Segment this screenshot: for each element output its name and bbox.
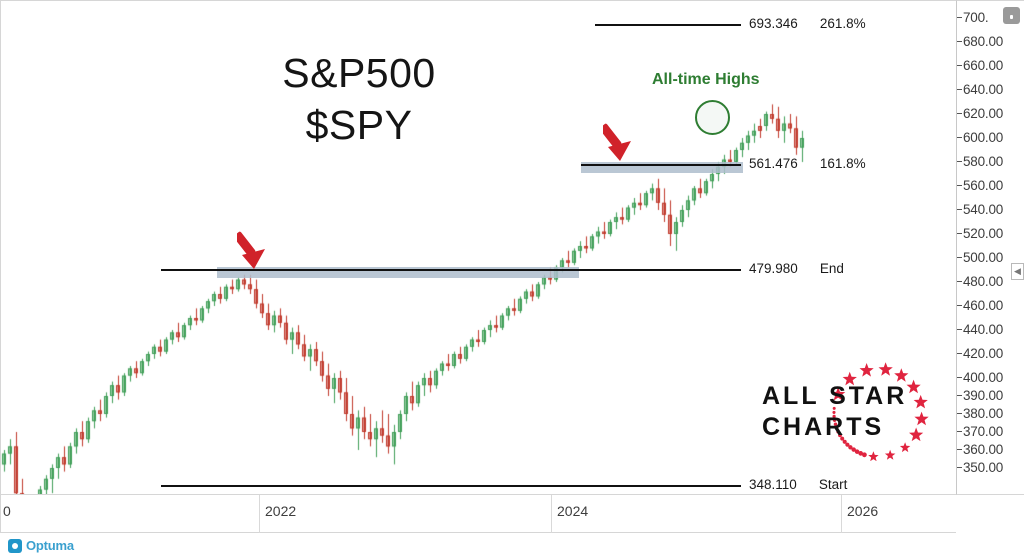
chart-plot-area[interactable]: 693.346 261.8% 561.476 161.8% 479.980 End 348.… [0, 0, 956, 495]
price-tick: 520.00 [957, 227, 1003, 241]
price-level-label: 479.980 End [749, 261, 844, 276]
optuma-watermark: Optuma [8, 538, 74, 553]
optuma-logo-icon [8, 538, 22, 553]
all-time-highs-label: All-time Highs [652, 71, 760, 88]
price-level-label: 561.476 161.8% [749, 156, 866, 171]
price-tick: 620.00 [957, 107, 1003, 121]
time-axis[interactable]: 0 2022 2024 2026 [0, 495, 956, 533]
time-axis-divider [841, 495, 842, 533]
logo-line-1: ALL STAR [762, 382, 908, 410]
price-tick: 360.00 [957, 443, 1003, 457]
price-tick: 580.00 [957, 155, 1003, 169]
logo-line-2: CHARTS [762, 413, 885, 441]
price-tick: 400.00 [957, 371, 1003, 385]
resize-handle-icon[interactable]: ◀ [1011, 263, 1024, 280]
price-level-tag: 161.8% [819, 156, 866, 171]
price-level-band [217, 267, 579, 278]
price-tick: 480.00 [957, 275, 1003, 289]
price-level-line[interactable] [161, 485, 741, 487]
lock-icon[interactable] [1003, 7, 1020, 24]
logo-text: ALL STAR CHARTS [762, 381, 907, 443]
price-level-label: 693.346 261.8% [749, 16, 866, 31]
price-tick: 560.00 [957, 179, 1003, 193]
arrow-2024-breakout [603, 123, 631, 161]
price-levels-layer: 693.346 261.8% 561.476 161.8% 479.980 End 348.… [1, 1, 956, 494]
price-tick: 440.00 [957, 323, 1003, 337]
price-level-value: 348.110 [749, 477, 797, 492]
price-tick: 370.00 [957, 425, 1003, 439]
price-tick: 660.00 [957, 59, 1003, 73]
page-title: S&P500 $SPY [249, 47, 469, 151]
all-star-charts-logo: ALL STAR CHARTS [756, 361, 941, 462]
price-tick: 700. [957, 11, 989, 25]
price-level-tag: End [819, 261, 844, 276]
price-level-tag: Start [818, 477, 848, 492]
all-time-high-circle [695, 100, 730, 135]
price-tick: 680.00 [957, 35, 1003, 49]
price-level-band [581, 162, 743, 173]
price-tick: 420.00 [957, 347, 1003, 361]
time-tick-label: 2024 [557, 503, 589, 519]
price-level-line[interactable] [595, 24, 741, 26]
price-level-value: 693.346 [749, 16, 798, 31]
time-tick-label: 0 [3, 503, 11, 519]
price-level-value: 561.476 [749, 156, 798, 171]
time-axis-divider [551, 495, 552, 533]
title-line-2: $SPY [305, 102, 413, 148]
price-level-line[interactable] [161, 269, 741, 271]
candlestick-series [1, 1, 956, 494]
price-tick: 350.00 [957, 461, 1003, 475]
price-level-label: 348.110 Start [749, 477, 847, 492]
price-tick: 640.00 [957, 83, 1003, 97]
arrow-2021-top [237, 231, 265, 269]
price-tick: 600.00 [957, 131, 1003, 145]
optuma-label: Optuma [26, 538, 74, 553]
price-tick: 460.00 [957, 299, 1003, 313]
time-tick-label: 2022 [265, 503, 297, 519]
price-tick: 390.00 [957, 389, 1003, 403]
price-tick: 500.00 [957, 251, 1003, 265]
title-line-1: S&P500 [282, 50, 436, 96]
logo-star-ring [831, 362, 929, 462]
price-level-tag: 261.8% [819, 16, 866, 31]
price-tick: 380.00 [957, 407, 1003, 421]
price-tick: 540.00 [957, 203, 1003, 217]
price-axis[interactable]: 700. 680.00 660.00 640.00 620.00 600.00 580.00… [956, 0, 1024, 495]
time-axis-divider [259, 495, 260, 533]
time-tick-label: 2026 [847, 503, 879, 519]
price-level-value: 479.980 [749, 261, 798, 276]
price-level-line[interactable] [581, 164, 741, 166]
